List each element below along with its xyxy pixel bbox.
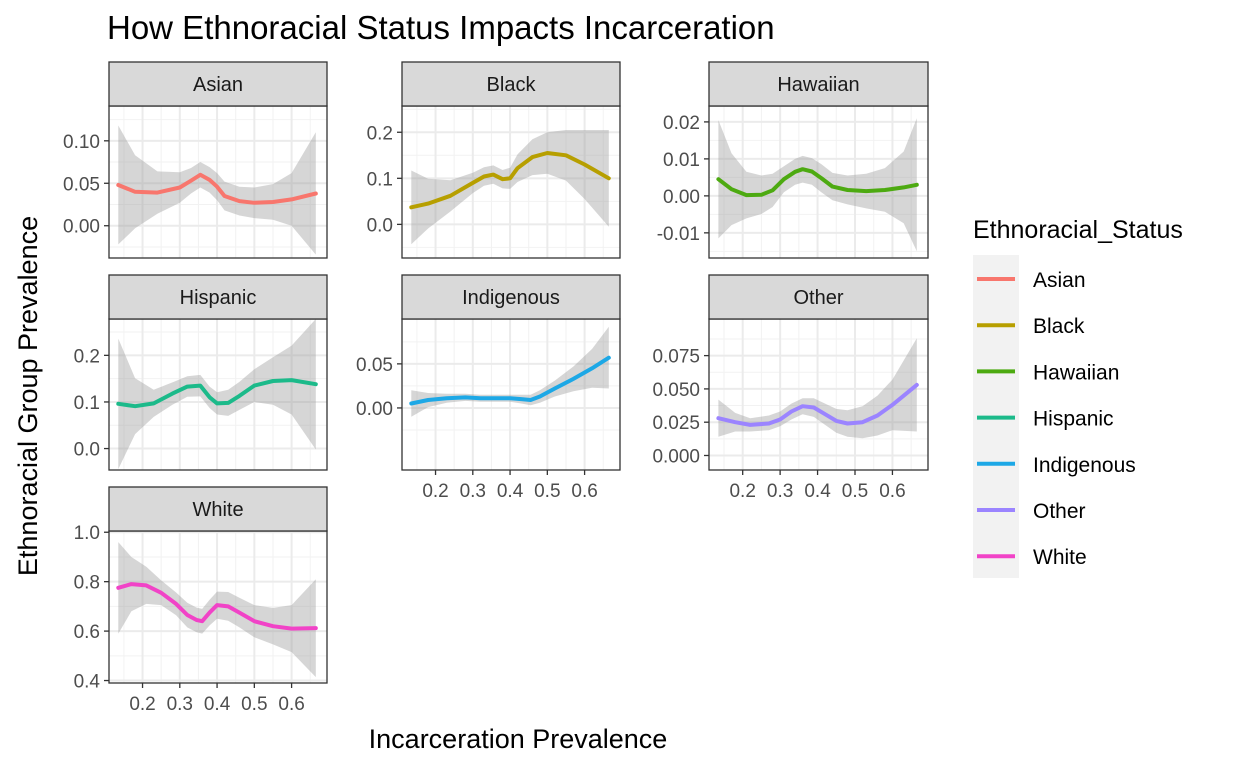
y-tick-label: 0.02	[663, 113, 700, 134]
facet-panels: Asian 0.00 0.05 0.10 Black 0.0 0.1 0.2 Hawaiian -…	[63, 61, 929, 715]
strip-label-white: White	[192, 499, 243, 521]
y-tick-label: 0.01	[663, 150, 700, 171]
legend-title: Ethnoracial_Status	[973, 216, 1183, 244]
panel-other: Other 0.000 0.025 0.050 0.075 0.2 0.3 0.4 0.5 0.6	[652, 274, 929, 502]
series-line-asian	[116, 172, 318, 205]
x-tick-label: 0.3	[167, 694, 193, 715]
y-tick-label: 0.2	[74, 346, 100, 367]
y-tick-label: 0.05	[356, 355, 393, 376]
x-tick-label: 0.2	[729, 481, 755, 502]
x-tick-label: 0.6	[278, 694, 304, 715]
legend-label-other: Other	[1033, 500, 1086, 523]
x-tick-label: 0.4	[804, 481, 831, 502]
x-tick-label: 0.3	[460, 481, 486, 502]
panel-hawaiian: Hawaiian -0.01 0.00 0.01 0.02	[657, 61, 929, 259]
strip-indigenous	[401, 274, 621, 320]
strip-label-asian: Asian	[193, 74, 243, 96]
strip-black	[401, 61, 621, 107]
panel-hispanic: Hispanic 0.0 0.1 0.2	[74, 274, 328, 471]
strip-other	[708, 274, 929, 320]
legend: Ethnoracial_Status Asian Black Hawaiian His…	[973, 216, 1183, 578]
confidence-band-black	[411, 130, 609, 245]
confidence-band-other	[718, 338, 917, 439]
strip-white	[108, 486, 328, 532]
y-tick-label: 1.0	[74, 523, 100, 544]
chart-title: How Ethnoracial Status Impacts Incarcera…	[107, 9, 775, 46]
y-tick-label: 0.00	[356, 399, 393, 420]
y-tick-label: 0.0	[367, 215, 393, 236]
legend-label-indigenous: Indigenous	[1033, 454, 1136, 477]
y-tick-label: 0.0	[74, 440, 100, 461]
x-tick-label: 0.2	[422, 481, 448, 502]
legend-label-white: White	[1033, 546, 1087, 569]
series-line-hawaiian	[716, 167, 919, 198]
confidence-band-hawaiian	[718, 118, 917, 252]
y-tick-label: 0.1	[74, 393, 100, 414]
legend-label-hispanic: Hispanic	[1033, 408, 1114, 431]
y-tick-label: 0.00	[63, 217, 100, 238]
confidence-band-indigenous	[411, 326, 609, 417]
y-tick-label: -0.01	[657, 224, 700, 245]
strip-label-hispanic: Hispanic	[180, 287, 257, 309]
y-tick-label: 0.075	[652, 347, 700, 368]
confidence-band-white	[118, 542, 316, 678]
x-tick-label: 0.6	[571, 481, 597, 502]
y-tick-label: 0.000	[652, 446, 700, 467]
x-tick-label: 0.5	[842, 481, 868, 502]
legend-label-black: Black	[1033, 315, 1085, 338]
x-tick-label: 0.3	[767, 481, 793, 502]
strip-hispanic	[108, 274, 328, 320]
confidence-band-asian	[118, 125, 316, 255]
strip-label-other: Other	[793, 287, 843, 309]
y-tick-label: 0.1	[367, 169, 393, 190]
x-tick-label: 0.6	[879, 481, 905, 502]
x-tick-label: 0.4	[204, 694, 231, 715]
x-tick-label: 0.5	[534, 481, 560, 502]
series-line-white	[116, 582, 318, 631]
legend-entries: Asian Black Hawaiian Hispanic Indigenous Othe…	[977, 269, 1136, 569]
y-tick-label: 0.4	[74, 672, 101, 693]
y-tick-label: 0.2	[367, 123, 393, 144]
panel-indigenous: Indigenous 0.00 0.05 0.2 0.3 0.4 0.5 0.6	[356, 274, 621, 502]
y-tick-label: 0.6	[74, 622, 100, 643]
y-axis-label: Ethnoracial Group Prevalence	[13, 216, 43, 576]
series-line-black	[409, 151, 611, 210]
y-tick-label: 0.10	[63, 132, 100, 153]
y-tick-label: 0.00	[663, 187, 700, 208]
y-tick-label: 0.050	[652, 380, 700, 401]
x-tick-label: 0.4	[497, 481, 524, 502]
series-line-other	[716, 382, 919, 427]
strip-hawaiian	[708, 61, 929, 107]
confidence-band-hispanic	[118, 319, 316, 470]
legend-label-hawaiian: Hawaiian	[1033, 361, 1119, 384]
y-tick-label: 0.025	[652, 413, 700, 434]
y-tick-label: 0.05	[63, 174, 100, 195]
series-line-hispanic	[116, 378, 318, 409]
panel-asian: Asian 0.00 0.05 0.10	[63, 61, 328, 259]
legend-label-asian: Asian	[1033, 269, 1086, 292]
strip-asian	[108, 61, 328, 107]
strip-label-indigenous: Indigenous	[462, 287, 560, 309]
strip-label-hawaiian: Hawaiian	[777, 74, 859, 96]
panel-black: Black 0.0 0.1 0.2	[367, 61, 621, 259]
series-line-indigenous	[409, 355, 611, 406]
panel-white: White 0.4 0.6 0.8 1.0 0.2 0.3 0.4 0.5 0.6	[74, 486, 328, 715]
x-axis-label: Incarceration Prevalence	[369, 724, 668, 754]
x-tick-label: 0.2	[129, 694, 155, 715]
y-tick-label: 0.8	[74, 573, 100, 594]
x-tick-label: 0.5	[241, 694, 267, 715]
strip-label-black: Black	[487, 74, 537, 96]
